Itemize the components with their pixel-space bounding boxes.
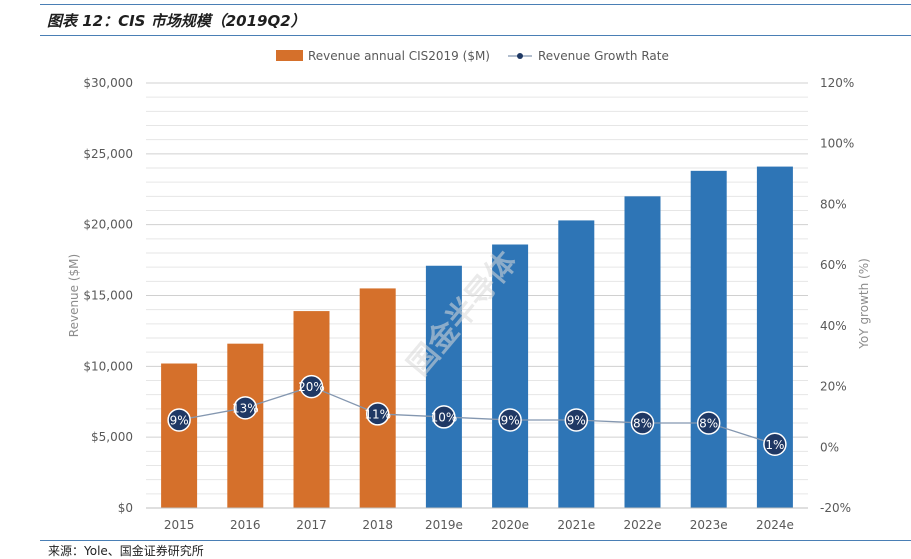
bar	[425, 265, 462, 508]
growth-data-label: 10%	[431, 410, 458, 424]
y2-tick-label: -20%	[820, 501, 851, 515]
legend-swatch-bar	[276, 50, 303, 61]
y2-tick-label: 60%	[820, 258, 847, 272]
x-tick-label: 2023e	[690, 518, 728, 532]
bar	[293, 311, 330, 508]
growth-marker	[299, 374, 324, 399]
bar	[227, 343, 264, 508]
growth-data-label: 9%	[170, 413, 189, 427]
title-rule	[40, 35, 911, 36]
growth-marker	[696, 411, 721, 435]
y-tick-label: $30,000	[83, 76, 133, 90]
growth-marker	[763, 432, 787, 456]
growth-marker	[498, 408, 522, 432]
growth-data-label: 20%	[298, 380, 325, 394]
x-tick-label: 2017	[296, 518, 327, 532]
x-tick-label: 2018	[362, 518, 393, 532]
growth-data-label: 11%	[364, 407, 391, 421]
growth-data-label: 9%	[567, 413, 586, 427]
y2-tick-label: 20%	[820, 380, 847, 394]
y-tick-label: $15,000	[83, 289, 133, 303]
growth-marker	[365, 402, 390, 426]
growth-data-label: 8%	[633, 417, 652, 431]
x-tick-label: 2022e	[624, 518, 662, 532]
growth-marker	[432, 405, 456, 429]
y2-tick-label: 0%	[820, 440, 839, 454]
bar	[492, 244, 529, 508]
growth-data-label: 8%	[699, 417, 718, 431]
growth-marker	[233, 396, 258, 420]
x-tick-label: 2021e	[557, 518, 595, 532]
legend-swatch-marker	[517, 53, 523, 59]
growth-data-label: 9%	[501, 413, 520, 427]
bottom-rule	[40, 540, 911, 541]
bar	[359, 288, 396, 508]
y2-axis-title: YoY growth (%)	[857, 258, 871, 350]
legend-label-revenue: Revenue annual CIS2019 ($M)	[308, 49, 490, 63]
bar	[756, 166, 793, 509]
y2-tick-label: 40%	[820, 319, 847, 333]
growth-data-label: 13%	[232, 401, 259, 415]
bar	[161, 363, 198, 508]
growth-marker	[630, 411, 655, 435]
y-axis-title: Revenue ($M)	[67, 254, 81, 337]
y2-tick-label: 80%	[820, 197, 847, 211]
source-note: 来源：Yole、国金证券研究所	[48, 544, 204, 558]
y-tick-label: $10,000	[83, 359, 133, 373]
x-tick-label: 2020e	[491, 518, 529, 532]
x-tick-label: 2016	[230, 518, 261, 532]
x-tick-label: 2019e	[425, 518, 463, 532]
bar	[690, 170, 727, 509]
bar	[624, 196, 661, 509]
y2-tick-label: 100%	[820, 137, 854, 151]
y-tick-label: $5,000	[91, 430, 133, 444]
top-rule	[40, 4, 911, 5]
growth-line	[178, 385, 776, 445]
figure-title: 图表 12：CIS 市场规模（2019Q2）	[47, 12, 306, 30]
growth-data-label: 1%	[765, 438, 784, 452]
x-tick-label: 2024e	[756, 518, 794, 532]
y-tick-label: $0	[118, 501, 133, 515]
y-tick-label: $20,000	[83, 218, 133, 232]
growth-marker	[167, 408, 191, 432]
bar	[558, 220, 595, 508]
chart: $0 $5,000 $10,000 $15,000 $20,000 $25,000 $30,…	[67, 49, 871, 532]
legend-label-growth: Revenue Growth Rate	[538, 49, 669, 63]
x-tick-label: 2015	[164, 518, 195, 532]
y-tick-label: $25,000	[83, 147, 133, 161]
y2-tick-label: 120%	[820, 76, 854, 90]
growth-marker	[564, 408, 589, 432]
